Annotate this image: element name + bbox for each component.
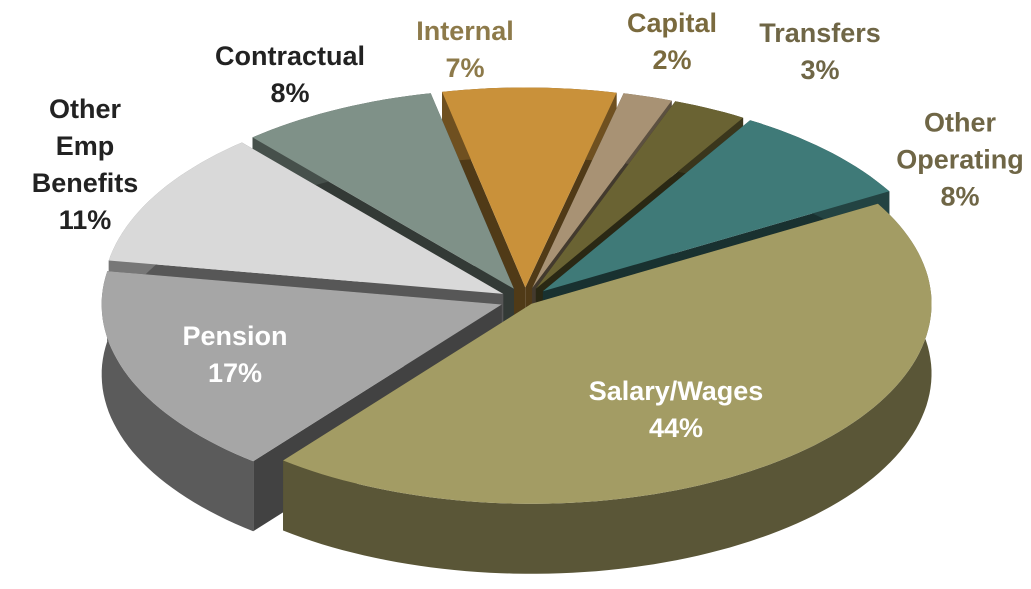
category-label: Other Emp Benefits xyxy=(31,94,139,198)
category-label: Contractual xyxy=(214,41,366,71)
slice xyxy=(101,271,502,462)
category-label: Salary/Wages xyxy=(588,376,764,406)
slice-label: Other Emp Benefits 11% xyxy=(30,91,140,239)
value-label: 2% xyxy=(652,45,692,75)
slice-label: Capital 2% xyxy=(597,5,747,79)
slice xyxy=(532,93,672,288)
category-label: Capital xyxy=(626,8,718,38)
category-label: Other Operating xyxy=(896,107,1024,175)
slice-label: Pension 17% xyxy=(135,318,335,392)
value-label: 7% xyxy=(445,53,485,83)
value-label: 11% xyxy=(58,205,112,235)
value-label: 17% xyxy=(207,358,263,388)
slice xyxy=(535,101,744,289)
slice xyxy=(283,203,932,504)
value-label: 44% xyxy=(648,413,704,443)
value-label: 8% xyxy=(270,78,310,108)
slice-label: Contractual 8% xyxy=(190,38,390,112)
value-label: 3% xyxy=(800,55,840,85)
slice-wall xyxy=(101,271,254,532)
category-label: Pension xyxy=(182,321,288,351)
category-label: Internal xyxy=(416,16,514,46)
slice xyxy=(442,87,617,288)
slice-label: Internal 7% xyxy=(390,13,540,87)
slice-label: Transfers 3% xyxy=(745,15,895,89)
slice xyxy=(108,142,504,294)
slice-label: Other Operating 8% xyxy=(890,105,1030,216)
category-label: Transfers xyxy=(759,18,881,48)
value-label: 8% xyxy=(940,181,980,212)
slice xyxy=(542,120,890,292)
slice-wall xyxy=(283,203,932,574)
slice xyxy=(252,93,514,289)
slice-label: Salary/Wages 44% xyxy=(546,373,806,447)
